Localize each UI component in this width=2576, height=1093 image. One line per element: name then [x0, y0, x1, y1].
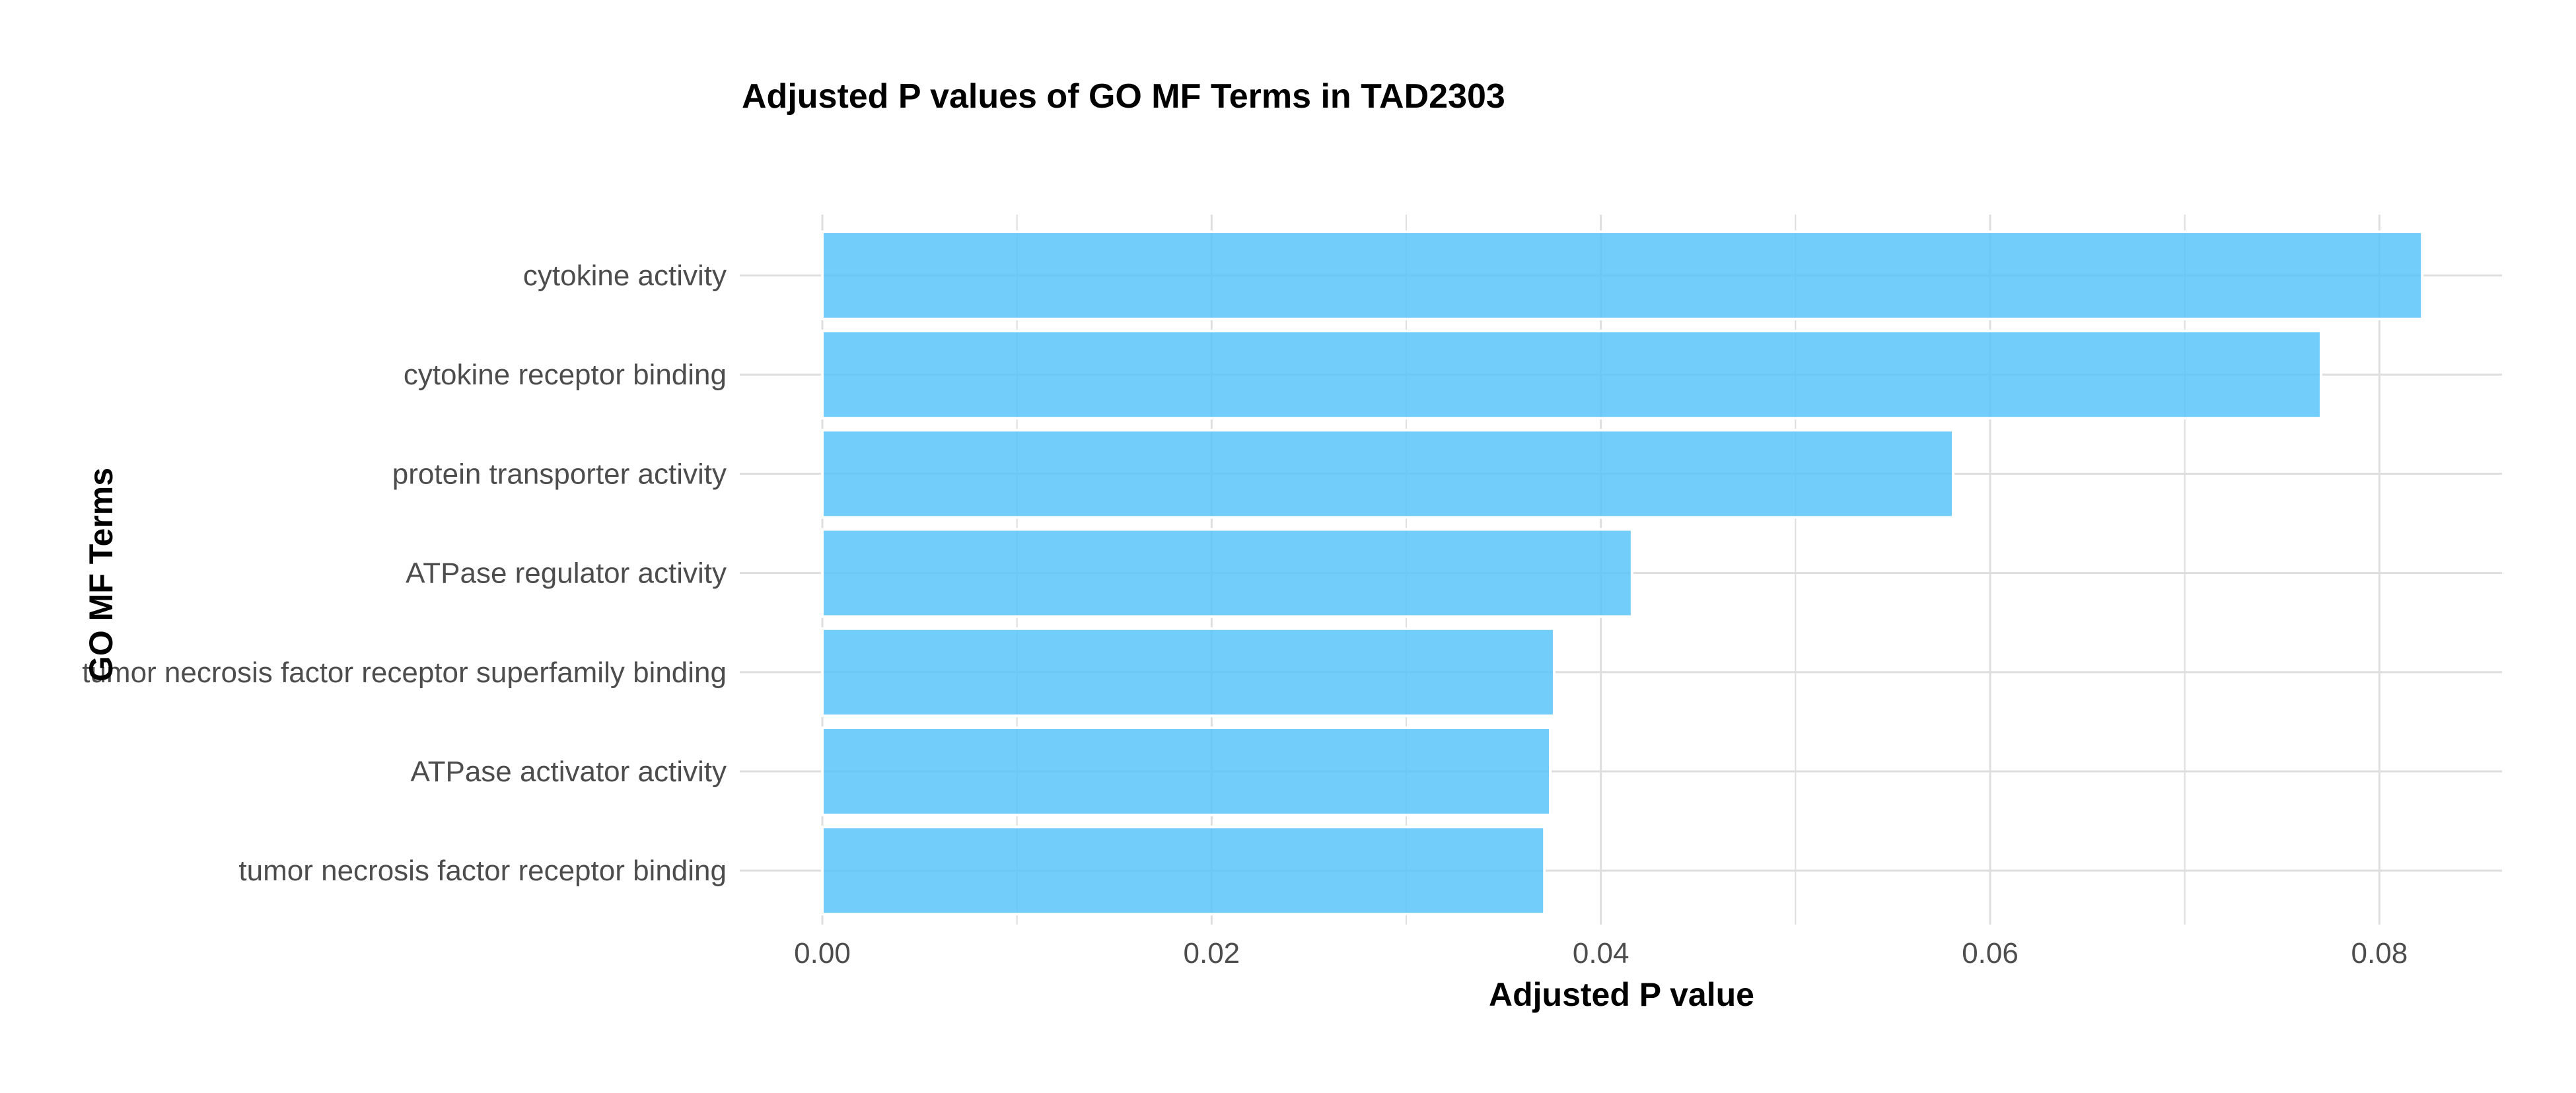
x-tick-label: 0.04: [1573, 937, 1629, 970]
y-tick-label: ATPase activator activity: [411, 756, 727, 788]
y-tick-label: tumor necrosis factor receptor superfami…: [82, 656, 727, 689]
bar-protein-transporter-activity: [821, 429, 1955, 519]
x-tick-label: 0.06: [1962, 937, 2019, 970]
y-tick-label: cytokine activity: [523, 260, 727, 292]
x-tick-labels: 0.00 0.02 0.04 0.06 0.08: [794, 937, 2408, 970]
x-axis-title: Adjusted P value: [1489, 976, 1754, 1013]
x-tick-label: 0.08: [2351, 937, 2408, 970]
chart-title: Adjusted P values of GO MF Terms in TAD2…: [742, 77, 1505, 116]
bar-cytokine-activity: [821, 230, 2424, 320]
bar-atpase-regulator-activity: [821, 528, 1633, 618]
y-tick-labels: cytokine activity cytokine receptor bindi…: [82, 260, 727, 887]
bar-atpase-activator-activity: [821, 726, 1552, 816]
x-tick-label: 0.02: [1184, 937, 1240, 970]
y-tick-label: ATPase regulator activity: [406, 557, 727, 590]
y-tick-label: cytokine receptor binding: [404, 359, 727, 391]
bar-cytokine-receptor-binding: [821, 330, 2322, 420]
bar-tumor-necrosis-factor-receptor-binding: [821, 826, 1546, 916]
y-axis-title: GO MF Terms: [83, 468, 120, 682]
x-tick-label: 0.00: [794, 937, 851, 970]
bars: [821, 230, 2424, 916]
y-tick-label: tumor necrosis factor receptor binding: [238, 855, 727, 887]
y-tick-label: protein transporter activity: [392, 458, 727, 490]
bar-tumor-necrosis-factor-receptor-superfamily-binding: [821, 627, 1556, 717]
